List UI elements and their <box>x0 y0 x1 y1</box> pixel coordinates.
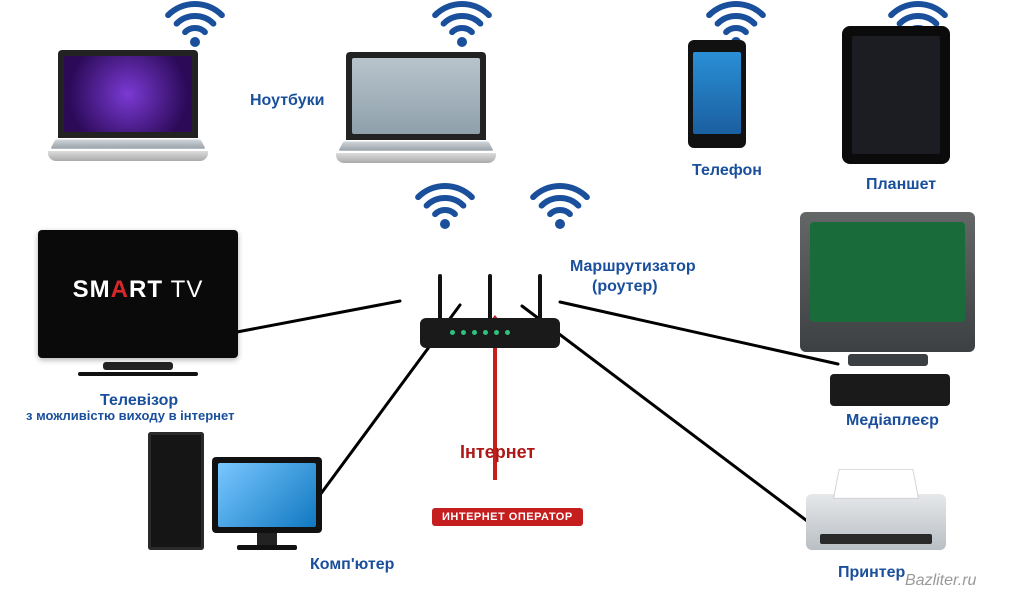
tv-sublabel: з можливістю виходу в інтернет <box>26 408 234 423</box>
smart-tv-brand: SMART TV <box>38 276 238 304</box>
smart-tv-device: SMART TV <box>38 230 238 376</box>
laptop-device-2 <box>336 52 496 163</box>
printer-device <box>806 494 946 550</box>
crt-monitor-device <box>800 212 975 366</box>
media-player-device <box>830 368 950 406</box>
router-label-line1: Маршрутизатор <box>570 258 696 276</box>
internet-label: Інтернет <box>460 442 535 463</box>
router-label-line2: (роутер) <box>592 278 658 296</box>
router-device <box>420 278 560 348</box>
tablet-device <box>842 26 950 164</box>
tablet-label: Планшет <box>866 176 936 194</box>
watermark: Bazliter.ru <box>905 572 976 590</box>
media-player-label: Медіаплеєр <box>846 412 939 430</box>
computer-label: Комп'ютер <box>310 556 394 574</box>
phone-device <box>688 40 746 148</box>
phone-label: Телефон <box>692 162 762 180</box>
operator-badge: ИНТЕРНЕТ ОПЕРАТОР <box>432 508 583 526</box>
laptop-device-1 <box>48 50 208 161</box>
laptops-label: Ноутбуки <box>250 92 324 110</box>
printer-label: Принтер <box>838 564 905 582</box>
desktop-pc-device <box>148 432 322 550</box>
